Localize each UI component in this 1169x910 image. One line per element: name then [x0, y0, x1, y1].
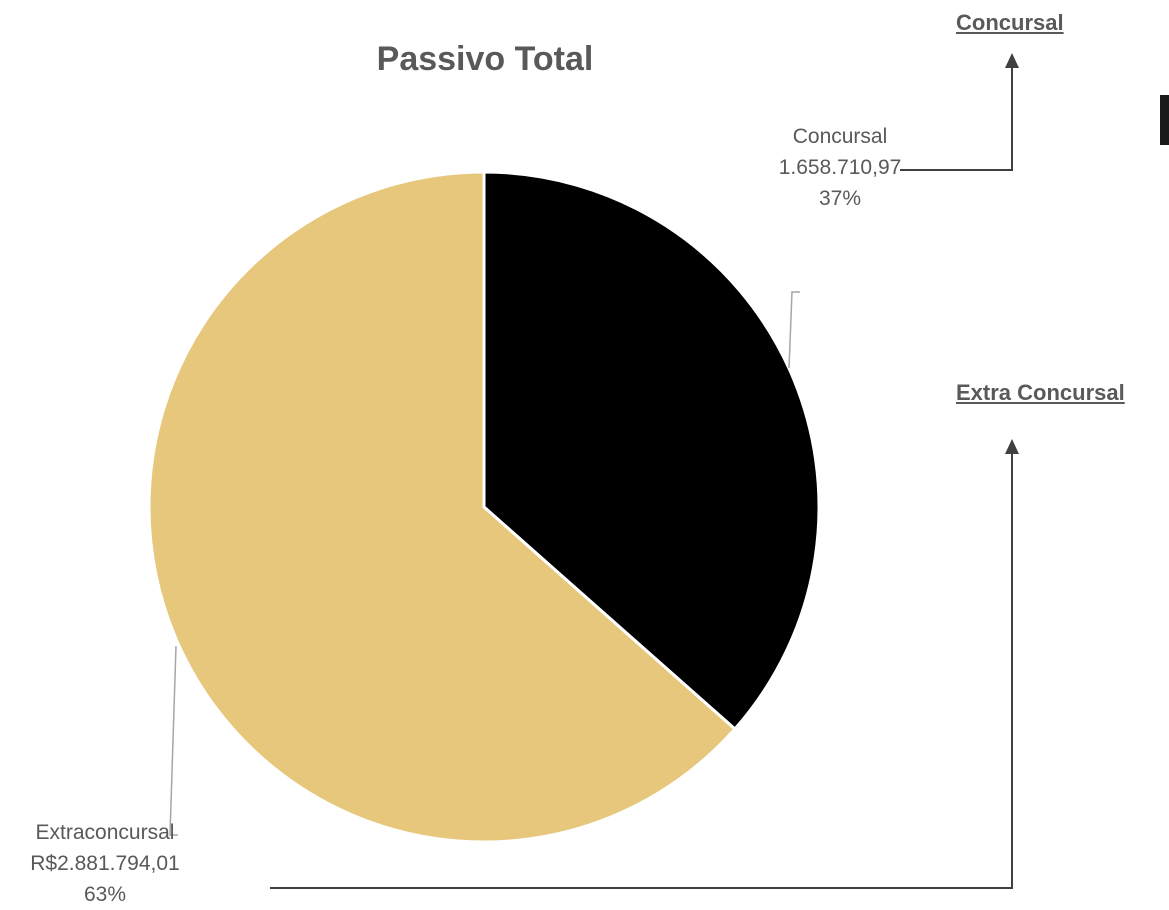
- arrow-to-concursal: [900, 66, 1013, 171]
- concursal-link[interactable]: Concursal: [956, 10, 1064, 35]
- slice-percent-extraconcursal: 63%: [83, 883, 127, 906]
- slice-value-concursal: 1.658.710,97: [778, 156, 902, 179]
- arrow-to-extra-concursal: [270, 452, 1013, 889]
- slice-value-extraconcursal: R$2.881.794,01: [30, 852, 180, 875]
- extra-concursal-link[interactable]: Extra Concursal: [956, 380, 1125, 405]
- side-tab: [1160, 95, 1169, 145]
- arrowhead-concursal-icon: [1005, 53, 1019, 68]
- slice-name-concursal: Concursal: [792, 125, 888, 148]
- data-label-extraconcursal: Extraconcursal R$2.881.794,01 63%: [0, 817, 210, 910]
- leader-line-concursal: [788, 291, 800, 369]
- slice-name-extraconcursal: Extraconcursal: [35, 821, 175, 844]
- slice-percent-concursal: 37%: [818, 187, 862, 210]
- arrowhead-extra-concursal-icon: [1005, 439, 1019, 454]
- pie-slice-extraconcursal: [147, 170, 737, 844]
- data-label-concursal: Concursal 1.658.710,97 37%: [740, 121, 940, 214]
- pie-slice-concursal: [482, 170, 821, 731]
- leader-line-extraconcursal: [169, 645, 178, 836]
- chart-title: Passivo Total: [376, 40, 594, 78]
